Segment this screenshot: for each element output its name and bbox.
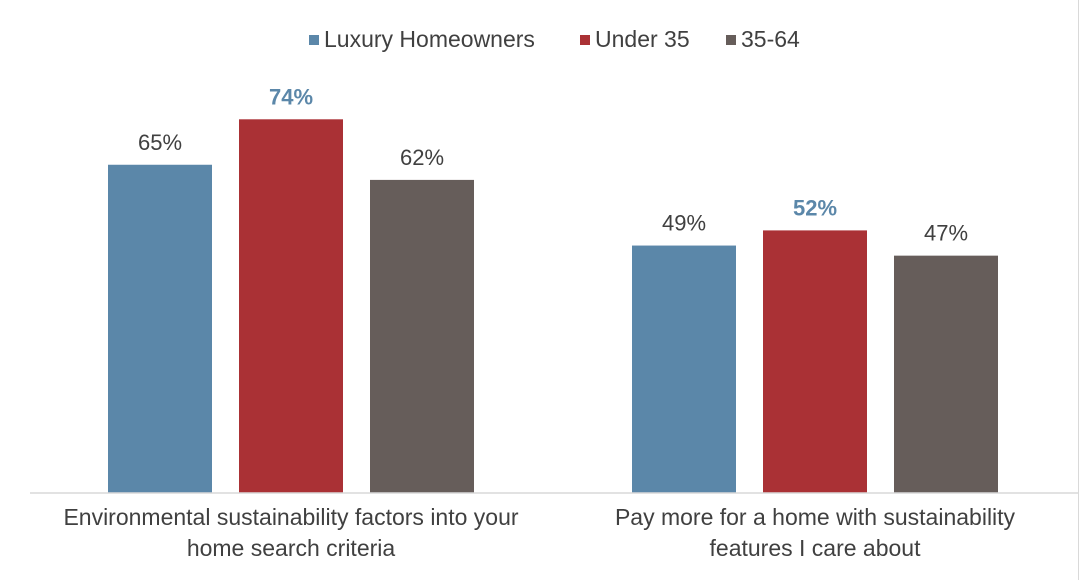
legend-label-under-35: Under 35 (595, 26, 690, 52)
bar-under-35-1 (239, 119, 343, 494)
legend-label-luxury-homeowners: Luxury Homeowners (324, 26, 535, 52)
bars (108, 119, 998, 494)
bar-luxury-homeowners-2 (632, 245, 736, 493)
data-label: 52% (793, 195, 837, 220)
bar-under-35-2 (763, 230, 867, 493)
bar-35-64-2 (894, 255, 998, 493)
bar-luxury-homeowners-1 (108, 164, 212, 493)
legend-label-35-64: 35-64 (741, 26, 800, 52)
data-label: 65% (138, 130, 182, 155)
category-label: Pay more for a home with sustainability (615, 504, 1016, 530)
data-labels: 65% 74% 62% 49% 52% 47% (138, 84, 968, 245)
data-label: 47% (924, 221, 968, 246)
bar-35-64-1 (370, 179, 474, 493)
category-labels: Environmental sustainability factors int… (63, 504, 1015, 561)
category-label: features I care about (710, 535, 922, 561)
category-label: Environmental sustainability factors int… (63, 504, 518, 530)
legend-swatch-35-64 (726, 35, 736, 45)
data-label: 74% (269, 84, 313, 109)
data-label: 49% (662, 211, 706, 236)
data-label: 62% (400, 145, 444, 170)
legend-swatch-under-35 (580, 35, 590, 45)
legend: Luxury Homeowners Under 35 35-64 (309, 26, 800, 52)
legend-swatch-luxury-homeowners (309, 35, 319, 45)
category-label: home search criteria (187, 535, 396, 561)
